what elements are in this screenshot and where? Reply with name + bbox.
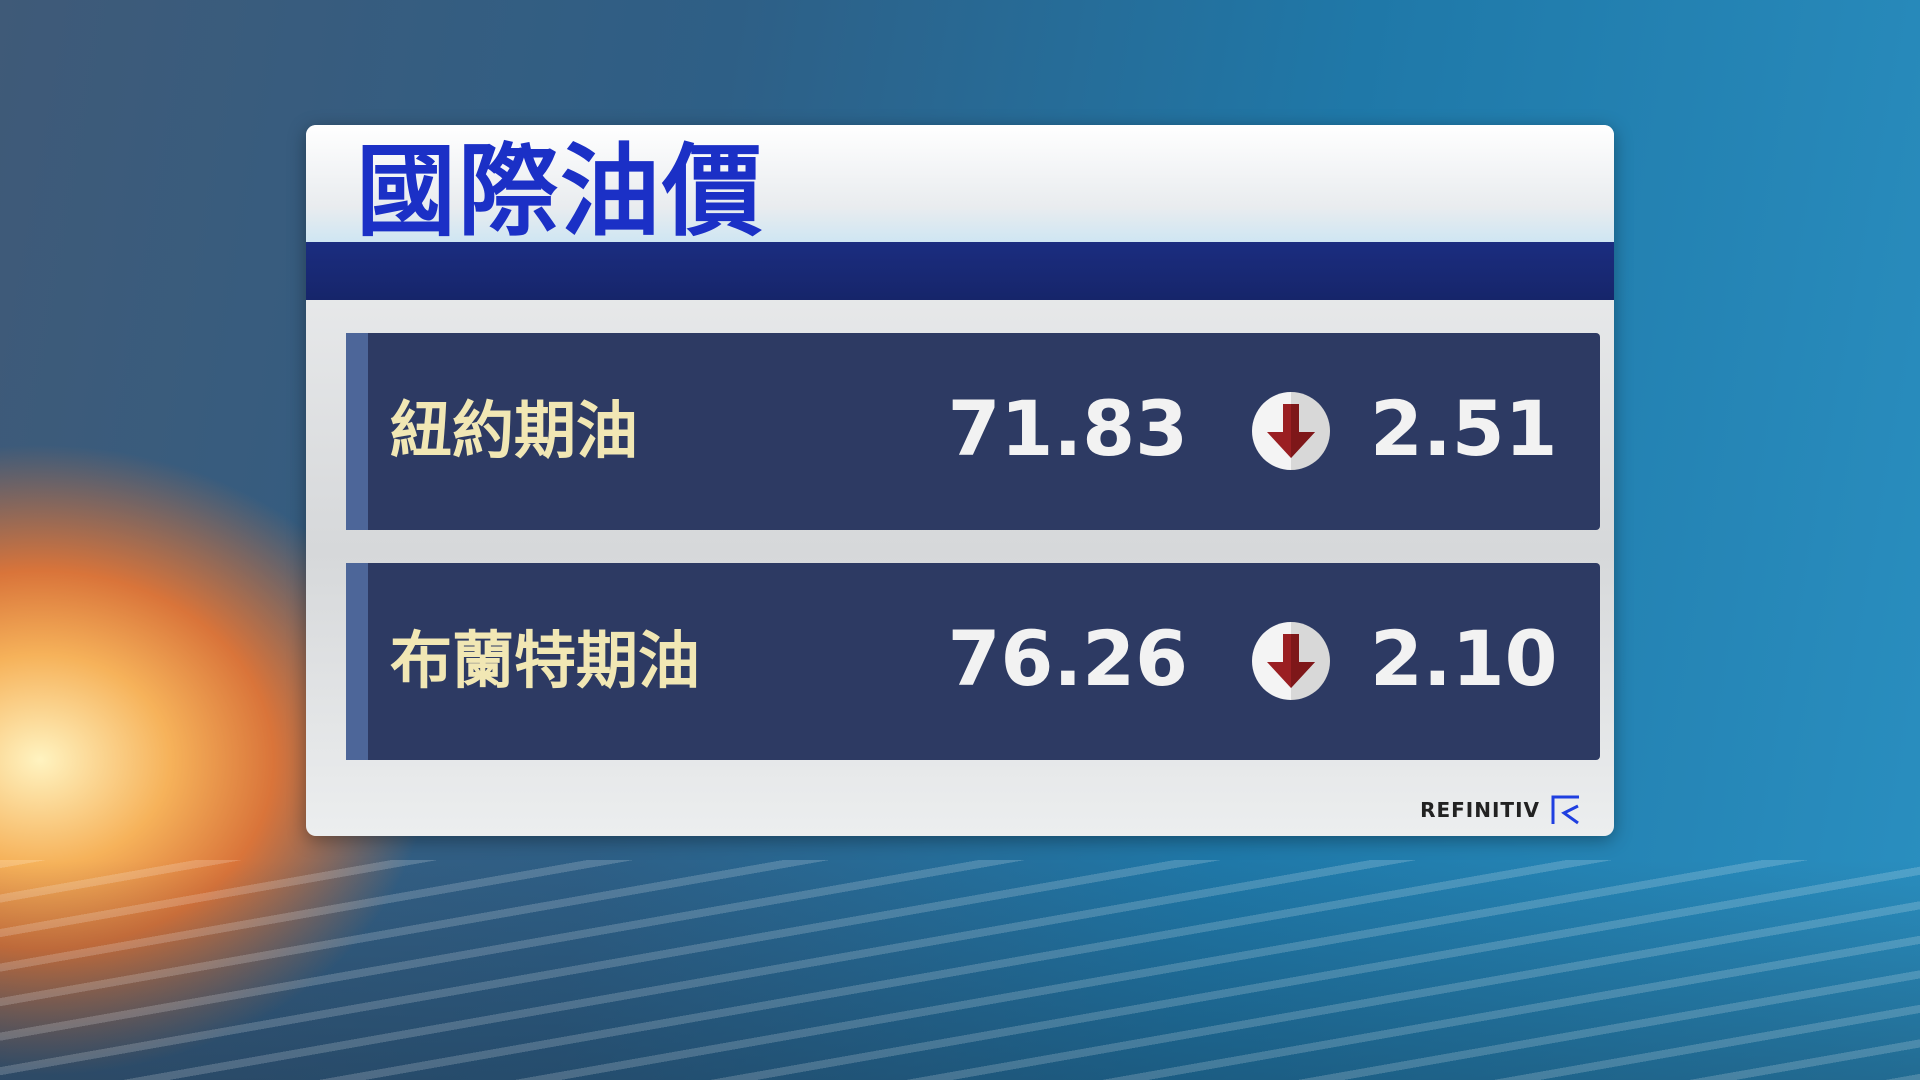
refinitiv-logo: REFINITIV [1420,794,1582,826]
title-bar: 國際油價 [306,125,1614,247]
row-accent [346,333,368,530]
down-arrow-icon [1252,392,1330,470]
row-price: 71.83 [947,384,1188,473]
row-accent [346,563,368,760]
row-label: 布蘭特期油 [390,624,701,697]
row-price: 76.26 [947,614,1188,703]
background-floor [0,860,1920,1080]
row-change: 2.10 [1370,614,1558,703]
refinitiv-mark-icon [1551,795,1579,825]
page-title: 國際油價 [356,133,764,250]
row-label: 紐約期油 [390,394,639,467]
price-row-brent: 布蘭特期油 76.26 2.10 [346,563,1600,760]
source-label: REFINITIV [1420,798,1540,822]
oil-price-panel: 國際油價 紐約期油 71.83 2.51 布蘭特期油 76.26 2.10 RE… [306,125,1614,836]
down-arrow-icon [1252,622,1330,700]
row-change: 2.51 [1370,384,1558,473]
title-band [306,242,1614,300]
price-row-nymex: 紐約期油 71.83 2.51 [346,333,1600,530]
